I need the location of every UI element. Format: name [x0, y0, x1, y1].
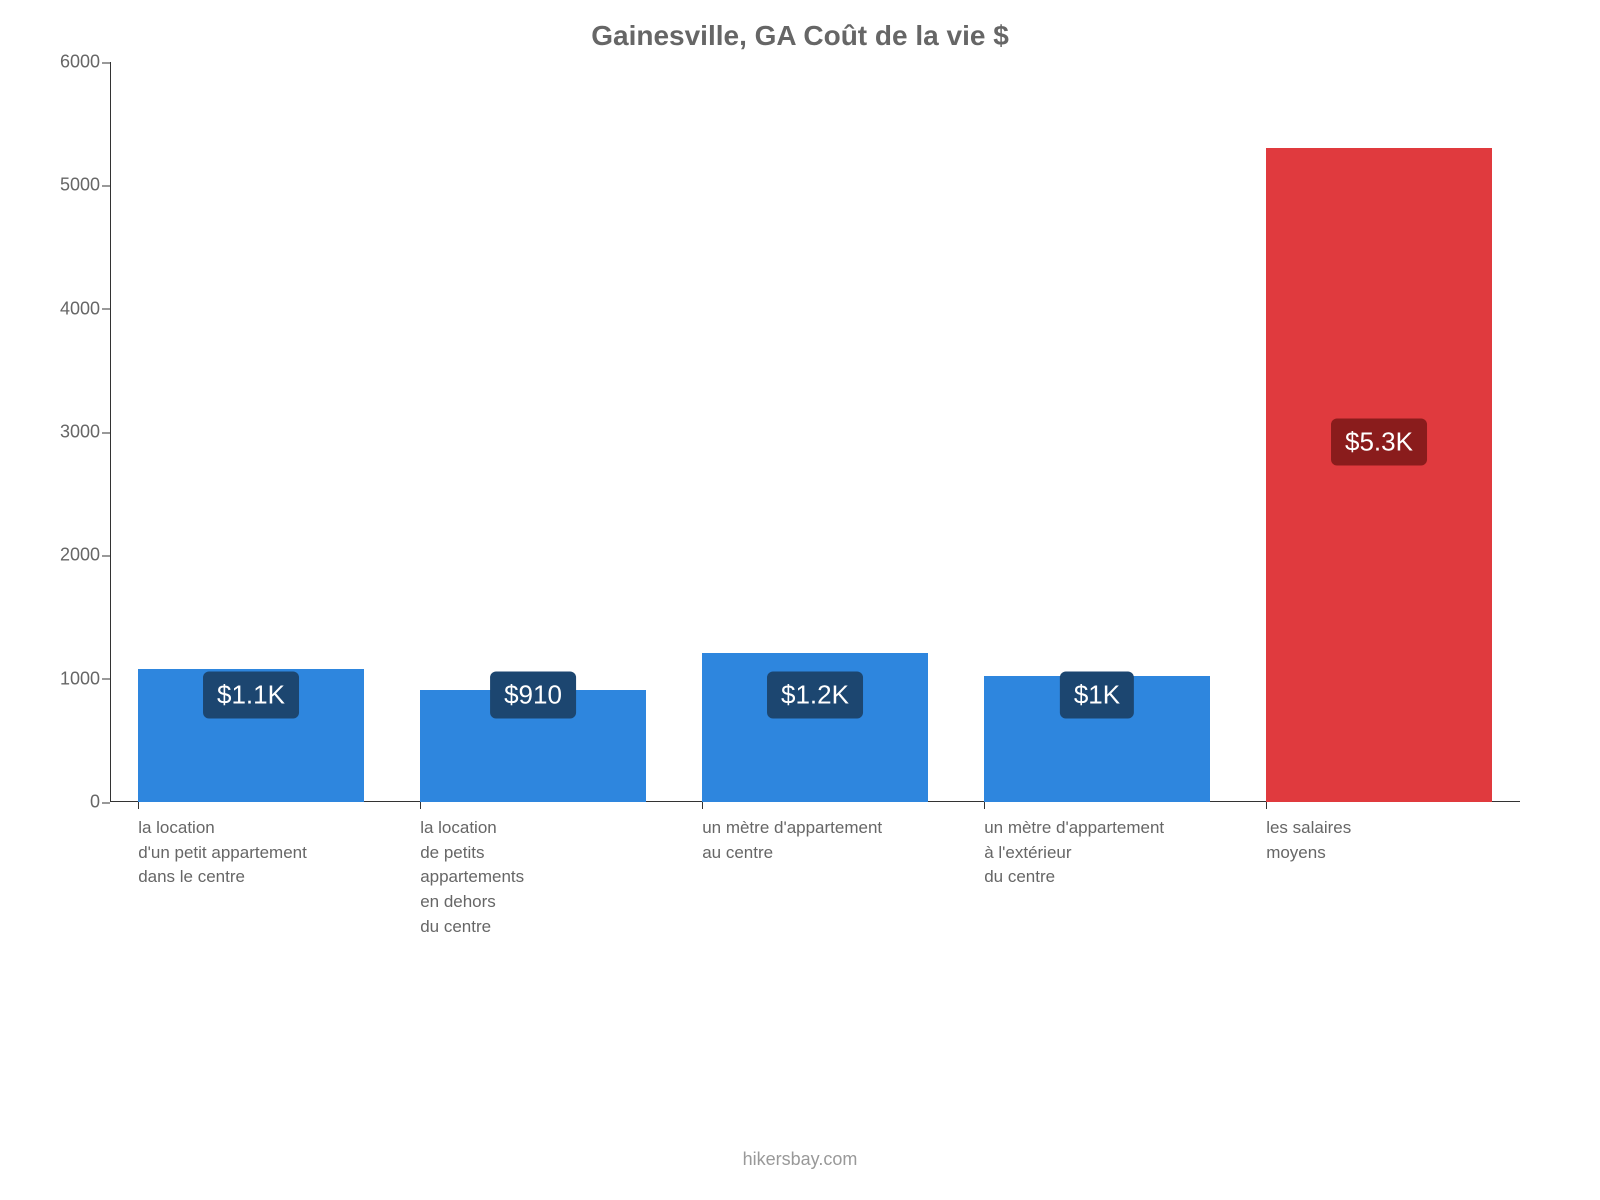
- x-axis-label: un mètre d'appartementau centre: [702, 816, 998, 865]
- y-tick-label: 0: [40, 792, 100, 813]
- bar: $1.2K: [702, 653, 928, 802]
- y-tick-label: 3000: [40, 422, 100, 443]
- chart-title: Gainesville, GA Coût de la vie $: [40, 20, 1560, 52]
- x-tick-mark: [702, 802, 703, 809]
- bar-value-badge: $1K: [1060, 671, 1134, 718]
- y-tick-mark: [102, 309, 110, 310]
- bar-value-badge: $910: [490, 671, 576, 718]
- y-tick-label: 1000: [40, 668, 100, 689]
- y-tick-mark: [102, 62, 110, 63]
- x-axis-label: un mètre d'appartementà l'extérieurdu ce…: [984, 816, 1280, 890]
- plot-area: 0100020003000400050006000 $1.1K$910$1.2K…: [110, 62, 1520, 802]
- x-tick-mark: [138, 802, 139, 809]
- bar: $1.1K: [138, 669, 364, 802]
- y-tick-mark: [102, 185, 110, 186]
- chart-container: Gainesville, GA Coût de la vie $ 0 1000 20…: [40, 20, 1560, 1042]
- bar: $910: [420, 690, 646, 802]
- bars-layer: $1.1K $910 $1.2K $1K $5.3K: [110, 62, 1520, 802]
- bar: $5.3K: [1266, 148, 1492, 802]
- x-axis-label: la locationd'un petit appartementdans le…: [138, 816, 434, 890]
- x-tick-mark: [420, 802, 421, 809]
- y-tick-mark: [102, 555, 110, 556]
- y-axis: 0100020003000400050006000: [40, 62, 100, 802]
- x-tick-mark: [984, 802, 985, 809]
- y-tick-label: 5000: [40, 175, 100, 196]
- bar-value-badge: $1.2K: [767, 671, 863, 718]
- bar-value-badge: $1.1K: [203, 671, 299, 718]
- x-tick-mark: [1266, 802, 1267, 809]
- y-tick-mark: [102, 679, 110, 680]
- x-axis-label: la locationde petitsappartementsen dehor…: [420, 816, 716, 939]
- y-tick-label: 2000: [40, 545, 100, 566]
- y-tick-mark: [102, 802, 110, 803]
- x-axis-labels: la locationd'un petit appartementdans le…: [110, 802, 1520, 1042]
- x-axis-label: les salairesmoyens: [1266, 816, 1562, 865]
- bar: $1K: [984, 676, 1210, 802]
- bar-value-badge: $5.3K: [1331, 419, 1427, 466]
- y-tick-label: 6000: [40, 52, 100, 73]
- source-attribution: hikersbay.com: [0, 1149, 1600, 1170]
- y-tick-mark: [102, 432, 110, 433]
- y-tick-label: 4000: [40, 298, 100, 319]
